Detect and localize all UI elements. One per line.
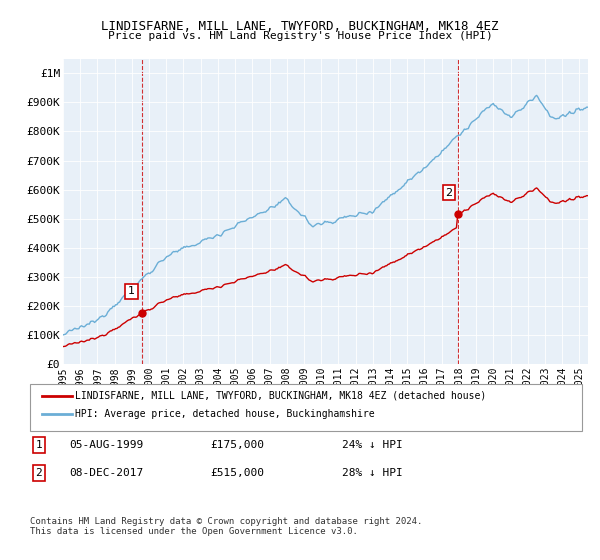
Text: Contains HM Land Registry data © Crown copyright and database right 2024.
This d: Contains HM Land Registry data © Crown c… — [30, 517, 422, 536]
Text: Price paid vs. HM Land Registry's House Price Index (HPI): Price paid vs. HM Land Registry's House … — [107, 31, 493, 41]
Text: £515,000: £515,000 — [210, 468, 264, 478]
Text: £175,000: £175,000 — [210, 440, 264, 450]
Text: 28% ↓ HPI: 28% ↓ HPI — [342, 468, 403, 478]
Text: LINDISFARNE, MILL LANE, TWYFORD, BUCKINGHAM, MK18 4EZ: LINDISFARNE, MILL LANE, TWYFORD, BUCKING… — [101, 20, 499, 32]
Text: 1: 1 — [35, 440, 43, 450]
Text: 05-AUG-1999: 05-AUG-1999 — [69, 440, 143, 450]
Text: 1: 1 — [128, 286, 135, 296]
Text: 2: 2 — [35, 468, 43, 478]
Text: 2: 2 — [446, 188, 452, 198]
Text: HPI: Average price, detached house, Buckinghamshire: HPI: Average price, detached house, Buck… — [75, 409, 374, 419]
Text: 08-DEC-2017: 08-DEC-2017 — [69, 468, 143, 478]
Text: 24% ↓ HPI: 24% ↓ HPI — [342, 440, 403, 450]
Text: LINDISFARNE, MILL LANE, TWYFORD, BUCKINGHAM, MK18 4EZ (detached house): LINDISFARNE, MILL LANE, TWYFORD, BUCKING… — [75, 391, 486, 401]
